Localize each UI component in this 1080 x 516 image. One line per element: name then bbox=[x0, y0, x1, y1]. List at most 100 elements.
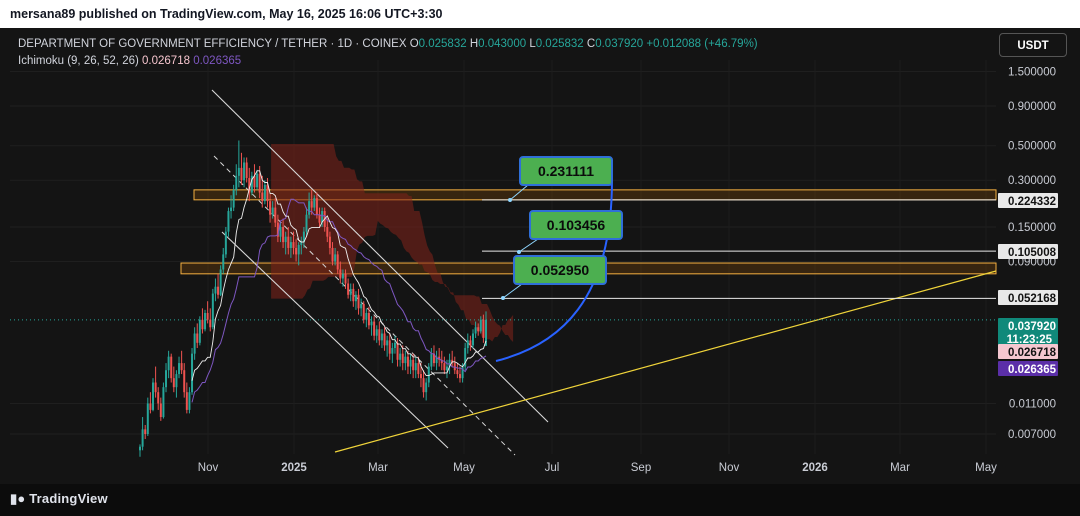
target-label-1: 0.103456 bbox=[547, 217, 606, 233]
price-tick-5: 0.090000 bbox=[1008, 257, 1056, 269]
candle-body-42 bbox=[248, 177, 251, 193]
candle-body-35 bbox=[230, 207, 233, 212]
time-tick-3: May bbox=[453, 462, 475, 474]
candle-body-93 bbox=[380, 333, 383, 341]
target-pointer-0 bbox=[509, 184, 529, 201]
candle-body-99 bbox=[396, 342, 399, 360]
candle-body-63 bbox=[302, 231, 305, 243]
close-label: C bbox=[586, 38, 596, 50]
price-tick-6: 0.011000 bbox=[1009, 398, 1056, 410]
ichimoku-lines bbox=[191, 170, 487, 403]
candle-body-18 bbox=[185, 392, 188, 410]
candle-body-81 bbox=[349, 288, 352, 295]
candle-body-20 bbox=[191, 353, 194, 393]
candle-body-9 bbox=[162, 387, 165, 418]
candle-body-65 bbox=[308, 201, 311, 215]
candle-body-58 bbox=[289, 242, 292, 248]
candle-body-36 bbox=[232, 189, 235, 208]
candle-body-100 bbox=[399, 353, 402, 360]
target-pointer-1 bbox=[518, 238, 539, 253]
chart-legend: DEPARTMENT OF GOVERNMENT EFFICIENCY / TE… bbox=[18, 36, 758, 70]
candle-body-19 bbox=[188, 392, 191, 410]
candle-body-61 bbox=[297, 244, 300, 255]
conversion-line bbox=[191, 170, 487, 381]
candle-body-41 bbox=[245, 162, 248, 178]
candle-body-46 bbox=[258, 173, 261, 193]
candle-body-112 bbox=[430, 353, 433, 367]
candles bbox=[139, 140, 487, 457]
candle-body-79 bbox=[344, 273, 347, 284]
symbol-name[interactable]: DEPARTMENT OF GOVERNMENT EFFICIENCY / TE… bbox=[18, 38, 407, 50]
candle-body-127 bbox=[469, 340, 472, 346]
target-pointer-2 bbox=[502, 283, 523, 299]
candle-body-62 bbox=[300, 242, 303, 245]
candle-body-126 bbox=[466, 340, 469, 349]
candle-body-52 bbox=[274, 207, 277, 223]
legend-indicator-row: Ichimoku (9, 26, 52, 26) 0.026718 0.0263… bbox=[18, 53, 758, 70]
price-axis[interactable]: 1.500000 0.900000 0.500000 0.300000 0.150000… bbox=[998, 66, 1058, 441]
price-label-0: 0.224332 bbox=[1008, 196, 1056, 208]
time-tick-9: May bbox=[975, 462, 997, 474]
candle-body-28 bbox=[211, 293, 214, 328]
candle-body-11 bbox=[167, 356, 170, 371]
time-axis[interactable]: Nov 2025 Mar May Jul Sep Nov 2026 Mar May bbox=[198, 462, 997, 474]
change-value: +0.012088 (+46.79%) bbox=[646, 38, 758, 50]
candle-body-73 bbox=[328, 236, 331, 248]
candle-body-53 bbox=[276, 222, 279, 237]
candle-body-47 bbox=[261, 192, 264, 202]
base-line bbox=[191, 198, 487, 403]
candle-body-77 bbox=[339, 269, 342, 279]
price-label-bg-4 bbox=[998, 344, 1058, 359]
candle-body-6 bbox=[154, 382, 157, 393]
candle-body-104 bbox=[409, 359, 412, 367]
indicator-name[interactable]: Ichimoku (9, 26, 52, 26) bbox=[18, 55, 139, 67]
candle-body-125 bbox=[464, 348, 467, 367]
candle-body-123 bbox=[458, 374, 461, 379]
high-label: H bbox=[469, 38, 479, 50]
price-label-bg-3 bbox=[998, 318, 1058, 346]
grid bbox=[10, 60, 996, 454]
candle-body-44 bbox=[253, 175, 256, 188]
brand-text: TradingView bbox=[29, 491, 108, 506]
tradingview-logo[interactable]: ▮● TradingView bbox=[10, 484, 108, 514]
candle-body-30 bbox=[217, 286, 220, 295]
candle-body-4 bbox=[149, 403, 152, 410]
currency-button[interactable]: USDT bbox=[999, 33, 1067, 57]
open-label: O bbox=[409, 38, 419, 50]
target-annotations: 0.231111 0.103456 0.052950 bbox=[495, 156, 623, 362]
candle-body-128 bbox=[471, 333, 474, 346]
candle-body-102 bbox=[404, 356, 407, 364]
candle-body-2 bbox=[144, 429, 147, 434]
target-box-2 bbox=[513, 255, 607, 285]
candle-body-107 bbox=[417, 363, 420, 375]
price-label-bg-1 bbox=[998, 244, 1058, 259]
price-tick-1: 0.900000 bbox=[1008, 101, 1056, 113]
channel-mid bbox=[213, 155, 516, 456]
descending-channel bbox=[10, 89, 997, 456]
cloud-area bbox=[271, 144, 514, 342]
footer: ▮● TradingView bbox=[0, 484, 1080, 516]
candle-body-23 bbox=[198, 319, 201, 343]
time-tick-8: Mar bbox=[890, 462, 910, 474]
candle-body-34 bbox=[227, 211, 230, 232]
candle-body-43 bbox=[250, 175, 253, 193]
candle-body-113 bbox=[432, 353, 435, 364]
candle-body-3 bbox=[146, 403, 149, 434]
price-label-bg-5 bbox=[998, 361, 1058, 376]
candle-body-51 bbox=[271, 207, 274, 215]
candle-body-29 bbox=[214, 286, 217, 294]
candle-body-72 bbox=[326, 227, 329, 237]
candle-body-85 bbox=[360, 303, 363, 309]
candle-body-97 bbox=[391, 348, 394, 354]
high-value: 0.043000 bbox=[478, 38, 527, 50]
candle-body-78 bbox=[341, 273, 344, 279]
candle-body-80 bbox=[347, 283, 350, 295]
candle-body-49 bbox=[266, 184, 269, 202]
price-label-5: 0.026365 bbox=[1008, 364, 1057, 376]
candle-body-38 bbox=[237, 167, 240, 176]
candle-body-54 bbox=[279, 227, 282, 237]
open-value: 0.025832 bbox=[418, 38, 467, 50]
price-tick-2: 0.500000 bbox=[1008, 141, 1056, 153]
target-label-2: 0.052950 bbox=[531, 262, 590, 278]
